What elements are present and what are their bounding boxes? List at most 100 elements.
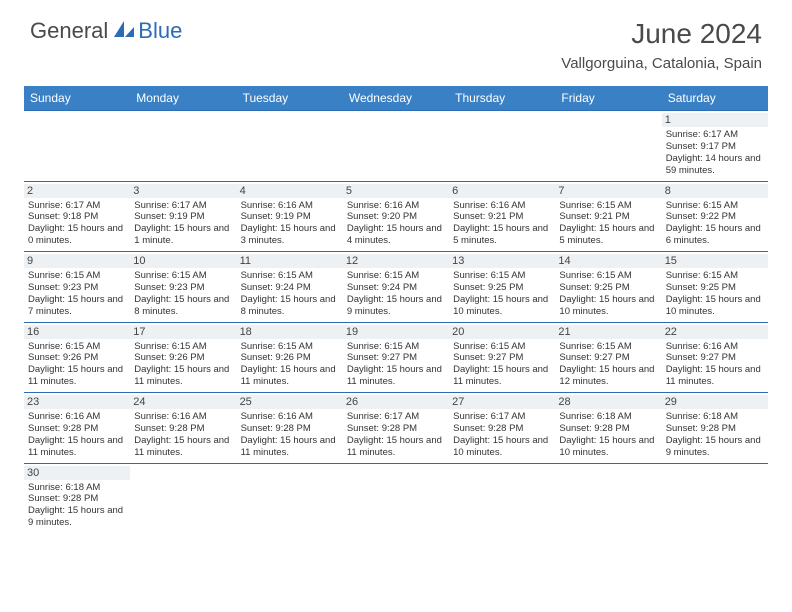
calendar-day-cell [237, 463, 343, 533]
calendar-table: SundayMondayTuesdayWednesdayThursdayFrid… [24, 86, 768, 533]
calendar-day-cell: 17 Sunrise: 6:15 AMSunset: 9:26 PMDayligh… [130, 322, 236, 393]
day-info: Sunrise: 6:17 AMSunset: 9:18 PMDaylight:… [28, 200, 126, 248]
title-block: June 2024 Vallgorguina, Catalonia, Spain [561, 18, 762, 72]
weekday-header: Wednesday [343, 86, 449, 111]
day-info: Sunrise: 6:15 AMSunset: 9:27 PMDaylight:… [559, 341, 657, 389]
calendar-day-cell: 2Sunrise: 6:17 AMSunset: 9:18 PMDaylight… [24, 181, 130, 252]
calendar-day-cell: 26 Sunrise: 6:17 AMSunset: 9:28 PMDayligh… [343, 393, 449, 464]
calendar-day-cell: 18 Sunrise: 6:15 AMSunset: 9:26 PMDayligh… [237, 322, 343, 393]
day-info: Sunrise: 6:15 AMSunset: 9:26 PMDaylight:… [134, 341, 232, 389]
day-number: 5 [343, 184, 449, 198]
calendar-day-cell: 11 Sunrise: 6:15 AMSunset: 9:24 PMDayligh… [237, 252, 343, 323]
day-info: Sunrise: 6:15 AMSunset: 9:23 PMDaylight:… [28, 270, 126, 318]
day-info: Sunrise: 6:17 AMSunset: 9:28 PMDaylight:… [453, 411, 551, 459]
sail-icon [112, 19, 136, 44]
calendar-day-cell: 1 Sunrise: 6:17 AMSunset: 9:17 PMDaylight… [662, 111, 768, 182]
calendar-day-cell: 24Sunrise: 6:16 AMSunset: 9:28 PMDayligh… [130, 393, 236, 464]
calendar-day-cell: 13 Sunrise: 6:15 AMSunset: 9:25 PMDayligh… [449, 252, 555, 323]
day-number: 4 [237, 184, 343, 198]
calendar-day-cell [343, 463, 449, 533]
weekday-header: Tuesday [237, 86, 343, 111]
weekday-header: Saturday [662, 86, 768, 111]
calendar-day-cell: 3Sunrise: 6:17 AMSunset: 9:19 PMDaylight… [130, 181, 236, 252]
day-info: Sunrise: 6:15 AMSunset: 9:26 PMDaylight:… [241, 341, 339, 389]
day-info: Sunrise: 6:15 AMSunset: 9:27 PMDaylight:… [347, 341, 445, 389]
weekday-header-row: SundayMondayTuesdayWednesdayThursdayFrid… [24, 86, 768, 111]
calendar-day-cell: 10 Sunrise: 6:15 AMSunset: 9:23 PMDayligh… [130, 252, 236, 323]
calendar-week-row: 30Sunrise: 6:18 AMSunset: 9:28 PMDayligh… [24, 463, 768, 533]
day-info: Sunrise: 6:15 AMSunset: 9:25 PMDaylight:… [453, 270, 551, 318]
calendar-day-cell [555, 111, 661, 182]
calendar-day-cell: 5 Sunrise: 6:16 AMSunset: 9:20 PMDaylight… [343, 181, 449, 252]
month-title: June 2024 [561, 18, 762, 50]
day-info: Sunrise: 6:15 AMSunset: 9:26 PMDaylight:… [28, 341, 126, 389]
calendar-day-cell: 8 Sunrise: 6:15 AMSunset: 9:22 PMDaylight… [662, 181, 768, 252]
day-number: 15 [662, 254, 768, 268]
calendar-week-row: 1 Sunrise: 6:17 AMSunset: 9:17 PMDaylight… [24, 111, 768, 182]
location-text: Vallgorguina, Catalonia, Spain [561, 55, 762, 72]
calendar-day-cell: 28 Sunrise: 6:18 AMSunset: 9:28 PMDayligh… [555, 393, 661, 464]
calendar-day-cell: 27 Sunrise: 6:17 AMSunset: 9:28 PMDayligh… [449, 393, 555, 464]
calendar-day-cell [555, 463, 661, 533]
weekday-header: Sunday [24, 86, 130, 111]
day-info: Sunrise: 6:15 AMSunset: 9:24 PMDaylight:… [241, 270, 339, 318]
calendar-day-cell [130, 111, 236, 182]
day-info: Sunrise: 6:18 AMSunset: 9:28 PMDaylight:… [666, 411, 764, 459]
day-info: Sunrise: 6:15 AMSunset: 9:25 PMDaylight:… [559, 270, 657, 318]
day-info: Sunrise: 6:15 AMSunset: 9:23 PMDaylight:… [134, 270, 232, 318]
day-info: Sunrise: 6:15 AMSunset: 9:27 PMDaylight:… [453, 341, 551, 389]
day-number: 18 [237, 325, 343, 339]
calendar-day-cell [343, 111, 449, 182]
day-number: 17 [130, 325, 236, 339]
header: General Blue June 2024 Vallgorguina, Cat… [0, 0, 792, 78]
day-number: 16 [24, 325, 130, 339]
weekday-header: Friday [555, 86, 661, 111]
calendar-day-cell: 29 Sunrise: 6:18 AMSunset: 9:28 PMDayligh… [662, 393, 768, 464]
calendar-day-cell: 7Sunrise: 6:15 AMSunset: 9:21 PMDaylight… [555, 181, 661, 252]
day-number: 27 [449, 395, 555, 409]
calendar-body: 1 Sunrise: 6:17 AMSunset: 9:17 PMDaylight… [24, 111, 768, 534]
day-number: 28 [555, 395, 661, 409]
calendar-day-cell: 12 Sunrise: 6:15 AMSunset: 9:24 PMDayligh… [343, 252, 449, 323]
calendar-day-cell: 15Sunrise: 6:15 AMSunset: 9:25 PMDayligh… [662, 252, 768, 323]
day-info: Sunrise: 6:17 AMSunset: 9:28 PMDaylight:… [347, 411, 445, 459]
day-number: 26 [343, 395, 449, 409]
day-number: 6 [449, 184, 555, 198]
day-info: Sunrise: 6:16 AMSunset: 9:28 PMDaylight:… [28, 411, 126, 459]
day-number: 11 [237, 254, 343, 268]
day-number: 10 [130, 254, 236, 268]
day-number: 8 [662, 184, 768, 198]
day-info: Sunrise: 6:16 AMSunset: 9:20 PMDaylight:… [347, 200, 445, 248]
day-number: 3 [130, 184, 236, 198]
calendar-day-cell: 6 Sunrise: 6:16 AMSunset: 9:21 PMDaylight… [449, 181, 555, 252]
day-number: 25 [237, 395, 343, 409]
calendar-day-cell: 4Sunrise: 6:16 AMSunset: 9:19 PMDaylight… [237, 181, 343, 252]
day-number: 29 [662, 395, 768, 409]
weekday-header: Thursday [449, 86, 555, 111]
day-number: 13 [449, 254, 555, 268]
day-info: Sunrise: 6:16 AMSunset: 9:28 PMDaylight:… [134, 411, 232, 459]
calendar-week-row: 16 Sunrise: 6:15 AMSunset: 9:26 PMDayligh… [24, 322, 768, 393]
day-number: 20 [449, 325, 555, 339]
day-number: 21 [555, 325, 661, 339]
day-number: 12 [343, 254, 449, 268]
day-number: 7 [555, 184, 661, 198]
calendar-week-row: 2Sunrise: 6:17 AMSunset: 9:18 PMDaylight… [24, 181, 768, 252]
day-number: 19 [343, 325, 449, 339]
day-info: Sunrise: 6:15 AMSunset: 9:24 PMDaylight:… [347, 270, 445, 318]
day-number: 1 [662, 113, 768, 127]
calendar-day-cell: 22Sunrise: 6:16 AMSunset: 9:27 PMDayligh… [662, 322, 768, 393]
day-info: Sunrise: 6:16 AMSunset: 9:28 PMDaylight:… [241, 411, 339, 459]
calendar-day-cell [449, 111, 555, 182]
day-number: 14 [555, 254, 661, 268]
day-info: Sunrise: 6:15 AMSunset: 9:22 PMDaylight:… [666, 200, 764, 248]
calendar-day-cell [449, 463, 555, 533]
day-info: Sunrise: 6:18 AMSunset: 9:28 PMDaylight:… [559, 411, 657, 459]
day-number: 23 [24, 395, 130, 409]
calendar-day-cell [237, 111, 343, 182]
day-number: 30 [24, 466, 130, 480]
day-info: Sunrise: 6:16 AMSunset: 9:21 PMDaylight:… [453, 200, 551, 248]
logo-text-general: General [30, 18, 108, 44]
day-info: Sunrise: 6:17 AMSunset: 9:17 PMDaylight:… [666, 129, 764, 177]
day-number: 22 [662, 325, 768, 339]
